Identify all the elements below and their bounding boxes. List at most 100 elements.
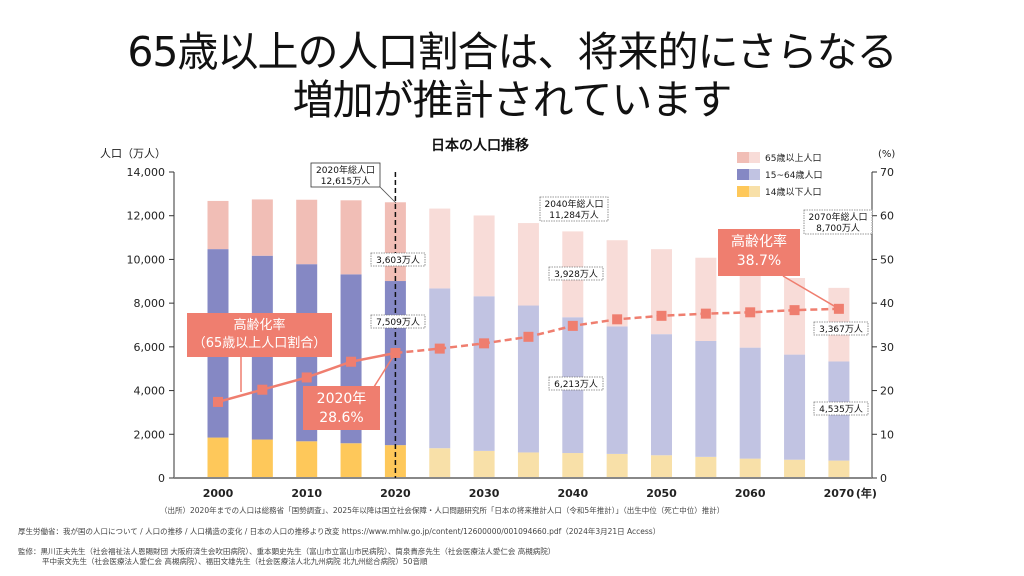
legend-swatch-actual bbox=[737, 152, 749, 163]
supervisors-line-1: 監修：黒川正夫先生（社会福祉法人恩賜財団 大阪府済生会吹田病院）、重本顕史先生（… bbox=[18, 547, 556, 556]
elderly-2040-label-box bbox=[548, 266, 604, 281]
legend-label: 14歳以下人口 bbox=[765, 186, 821, 198]
legend-swatch-projected bbox=[749, 186, 760, 197]
y-tick-label: 6,000 bbox=[134, 341, 166, 354]
bar-segment-under15-2055 bbox=[695, 456, 717, 478]
bar-segment-15to64-2035 bbox=[517, 305, 539, 453]
working-2070-label-box bbox=[813, 401, 869, 416]
bar-segment-65plus-2065 bbox=[784, 278, 806, 355]
y2-tick-label: 60 bbox=[880, 210, 894, 223]
y2-tick-label: 20 bbox=[880, 385, 894, 398]
total-2020-label-text: 12,615万人 bbox=[321, 176, 371, 187]
bar-segment-65plus-2025 bbox=[429, 208, 451, 289]
bar-segment-15to64-2060 bbox=[739, 347, 761, 459]
bar-segment-under15-2035 bbox=[517, 452, 539, 478]
bar-segment-15to64-2055 bbox=[695, 340, 717, 457]
y-tick-label: 14,000 bbox=[127, 166, 166, 179]
bar-segment-65plus-2045 bbox=[606, 240, 628, 327]
legend-label: 15~64歳人口 bbox=[765, 169, 822, 181]
x-tick-label: 2070 bbox=[824, 487, 855, 500]
total-2070-label-box bbox=[803, 209, 873, 235]
x-tick-label: 2040 bbox=[557, 487, 588, 500]
bar-segment-under15-2010 bbox=[296, 441, 318, 478]
y-tick-label: 0 bbox=[158, 472, 165, 485]
bar-segment-65plus-2015 bbox=[340, 200, 362, 275]
aging-rate-2070-callout: 高齢化率 38.7% bbox=[718, 229, 800, 276]
aging-rate-point-2035 bbox=[523, 331, 534, 342]
bar-segment-under15-2030 bbox=[473, 450, 495, 478]
x-tick-label: 2010 bbox=[291, 487, 322, 500]
total-2020-label-box bbox=[310, 162, 381, 188]
elderly-2020-label: 3,603万人 bbox=[370, 252, 426, 267]
bar-segment-under15-2050 bbox=[651, 455, 672, 478]
reference-note: 厚生労働省：我が国の人口について / 人口の推移 / 人口構造の変化 / 日本の… bbox=[18, 527, 661, 536]
aging-rate-label-text: （65歳以上人口割合） bbox=[193, 335, 327, 351]
elderly-2040-label: 3,928万人 bbox=[548, 266, 604, 281]
aging-rate-point-2015 bbox=[346, 356, 357, 367]
chart-title: 日本の人口推移 bbox=[431, 137, 529, 154]
x-tick-label: 2030 bbox=[469, 487, 500, 500]
aging-rate-2020-callout-text: 28.6% bbox=[319, 410, 363, 426]
bar-segment-15to64-2025 bbox=[429, 288, 451, 449]
y-axis-label: 人口（万人） bbox=[100, 147, 166, 160]
x-tick-label: 2050 bbox=[646, 487, 677, 500]
working-2070-label-text: 4,535万人 bbox=[819, 404, 863, 415]
working-2020-label-text: 7,509万人 bbox=[376, 317, 420, 328]
y2-axis-label: (%) bbox=[878, 149, 895, 160]
bar-segment-65plus-2030 bbox=[473, 215, 495, 297]
elderly-2070-label-box bbox=[813, 321, 869, 336]
bar-segment-65plus-2035 bbox=[517, 223, 539, 306]
source-note: （出所）2020年までの人口は総務省「国勢調査」、2025年以降は国立社会保障・… bbox=[160, 506, 725, 515]
elderly-2070-label-text: 3,367万人 bbox=[819, 324, 863, 335]
x-tick-label: 2020 bbox=[380, 487, 411, 500]
aging-rate-2070-callout-text: 38.7% bbox=[737, 253, 781, 269]
total-2040-label-text: 2040年総人口 bbox=[545, 198, 604, 210]
y-tick-label: 12,000 bbox=[127, 210, 166, 223]
aging-rate-2070-callout-text: 高齢化率 bbox=[731, 233, 787, 250]
aging-rate-2070-callout-box bbox=[718, 229, 800, 276]
aging-rate-point-2065 bbox=[789, 305, 800, 316]
rate-2070-leader bbox=[782, 275, 840, 310]
bar-segment-65plus-2010 bbox=[296, 199, 318, 265]
legend-swatch-projected bbox=[749, 169, 760, 180]
y2-tick-label: 40 bbox=[880, 297, 894, 310]
aging-rate-label-box bbox=[187, 313, 332, 357]
y2-tick-label: 30 bbox=[880, 341, 894, 354]
aging-rate-point-2050 bbox=[656, 310, 667, 321]
aging-rate-2020-callout: 2020年 28.6% bbox=[303, 386, 380, 430]
legend-swatch-actual bbox=[737, 169, 749, 180]
bar-segment-15to64-2030 bbox=[473, 296, 495, 451]
aging-rate-point-2005 bbox=[257, 384, 268, 395]
y-tick-label: 8,000 bbox=[134, 297, 166, 310]
bar-segment-65plus-2005 bbox=[251, 199, 273, 256]
x-tick-label: 2060 bbox=[735, 487, 766, 500]
aging-rate-label: 高齢化率 （65歳以上人口割合） bbox=[187, 313, 332, 357]
aging-rate-label-text: 高齢化率 bbox=[233, 317, 285, 333]
y-tick-label: 4,000 bbox=[134, 385, 166, 398]
working-2020-label-box bbox=[370, 314, 426, 329]
working-2040-label-text: 6,213万人 bbox=[554, 379, 598, 390]
bar-segment-under15-2065 bbox=[784, 459, 806, 478]
total-2070-label-text: 2070年総人口 bbox=[809, 211, 868, 223]
total-2040-label-text: 11,284万人 bbox=[549, 210, 599, 221]
y-tick-label: 10,000 bbox=[127, 253, 166, 266]
aging-rate-2020-callout-box bbox=[303, 386, 380, 430]
aging-rate-point-2060 bbox=[745, 307, 756, 318]
bar-segment-under15-2025 bbox=[429, 448, 451, 478]
bar-segment-65plus-2000 bbox=[207, 200, 229, 250]
bar-segment-65plus-2055 bbox=[695, 257, 717, 341]
aging-rate-point-2030 bbox=[479, 338, 490, 349]
total-2020-label-text: 2020年総人口 bbox=[316, 164, 375, 176]
slide-title-line-2: 増加が推計されています bbox=[292, 76, 733, 124]
bar-segment-under15-2060 bbox=[739, 458, 761, 478]
y2-tick-label: 0 bbox=[880, 472, 887, 485]
bar-segment-under15-2040 bbox=[562, 453, 584, 478]
legend-label: 65歳以上人口 bbox=[765, 152, 821, 164]
aging-rate-point-2040 bbox=[567, 320, 578, 331]
working-2070-label: 4,535万人 bbox=[813, 401, 869, 416]
bar-segment-under15-2070 bbox=[828, 460, 850, 478]
